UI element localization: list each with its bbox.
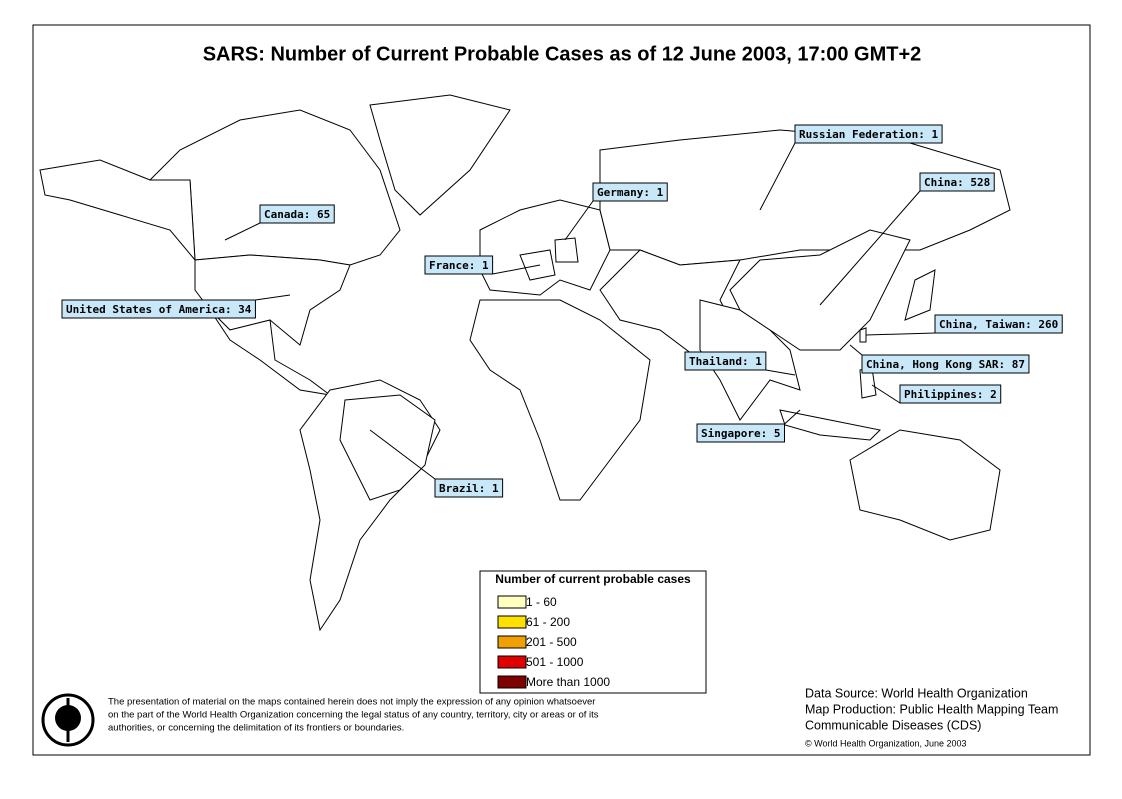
australia [849, 429, 1001, 541]
disclaimer-line: The presentation of material on the maps… [108, 697, 595, 708]
disclaimer-line: on the part of the World Health Organiza… [108, 710, 599, 721]
callout-box [861, 354, 1030, 374]
europe [479, 199, 611, 296]
indonesia [779, 409, 882, 441]
legend-box [479, 570, 707, 694]
central-america [209, 309, 331, 396]
leader-line [819, 190, 921, 306]
taiwan [859, 327, 867, 343]
leader-line [849, 344, 863, 356]
legend-items: 1 - 60 61 - 200 201 - 500 501 - 1000 More th… [497, 595, 610, 689]
alaska [39, 159, 196, 262]
leader-line [865, 332, 936, 336]
greenland [369, 94, 511, 216]
callout-label: China: 528 [924, 176, 990, 189]
disclaimer: The presentation of material on the maps… [108, 697, 599, 734]
china [729, 229, 911, 351]
credit-line: Data Source: World Health Organization [805, 686, 1028, 700]
credits: Data Source: World Health Organization Ma… [805, 686, 1058, 732]
legend-label: 501 - 1000 [526, 655, 584, 669]
disclaimer-line: authorities, or concerning the delimitat… [108, 723, 404, 734]
legend-title: Number of current probable cases [495, 572, 691, 586]
callout-label: Thailand: 1 [689, 355, 762, 368]
who-logo [41, 693, 95, 747]
callout-label: Philippines: 2 [904, 388, 997, 401]
callout-box [934, 314, 1063, 334]
callout-label: Singapore: 5 [701, 427, 780, 440]
callout-box [684, 351, 767, 371]
callout-label: United States of America: 34 [66, 303, 252, 316]
japan [904, 269, 936, 321]
callout-box [696, 423, 785, 443]
legend-swatch [497, 675, 527, 689]
copyright: © World Health Organization, June 2003 [805, 738, 967, 748]
leader-line [224, 222, 261, 241]
title: SARS: Number of Current Probable Cases a… [203, 43, 922, 65]
callout-label: Germany: 1 [597, 186, 664, 199]
frame [32, 24, 1091, 756]
callout-label: Russian Federation: 1 [799, 128, 938, 141]
legend-label: 1 - 60 [526, 595, 557, 609]
callout-box [61, 299, 256, 319]
callout-label: Brazil: 1 [439, 482, 499, 495]
leader-line [784, 409, 801, 425]
legend-label: 201 - 500 [526, 635, 577, 649]
legend-label: 61 - 200 [526, 615, 570, 629]
callouts: Russian Federation: 1 Germany: 1 China: 52… [61, 124, 1063, 498]
callout-box [259, 204, 335, 224]
callout-label: China, Hong Kong SAR: 87 [866, 358, 1025, 371]
legend-swatch [497, 615, 527, 629]
legend-swatch [497, 595, 527, 609]
callout-box [424, 255, 494, 275]
leader-line [255, 294, 291, 301]
leader-line [369, 429, 436, 480]
callout-label: Canada: 65 [264, 208, 330, 221]
leader-line [759, 142, 796, 211]
legend: Number of current probable cases 1 - 60 6… [479, 570, 707, 694]
credit-line: Map Production: Public Health Mapping Te… [805, 702, 1058, 716]
leader-line [492, 264, 541, 275]
callout-box [434, 478, 504, 498]
callout-box [919, 172, 995, 192]
legend-swatch [497, 655, 527, 669]
leader-line [765, 369, 796, 376]
callout-box [592, 182, 668, 202]
legend-swatch [497, 635, 527, 649]
callout-box [899, 384, 1002, 404]
brazil [339, 394, 436, 501]
callout-label: France: 1 [429, 259, 489, 272]
world-map [39, 94, 1011, 632]
africa [469, 299, 651, 501]
credit-line: Communicable Diseases (CDS) [805, 718, 981, 732]
leader-line [564, 200, 594, 241]
callout-box [794, 124, 943, 144]
germany [554, 237, 579, 263]
callout-label: China, Taiwan: 260 [939, 318, 1058, 331]
legend-label: More than 1000 [526, 675, 610, 689]
leader-line [871, 384, 901, 404]
